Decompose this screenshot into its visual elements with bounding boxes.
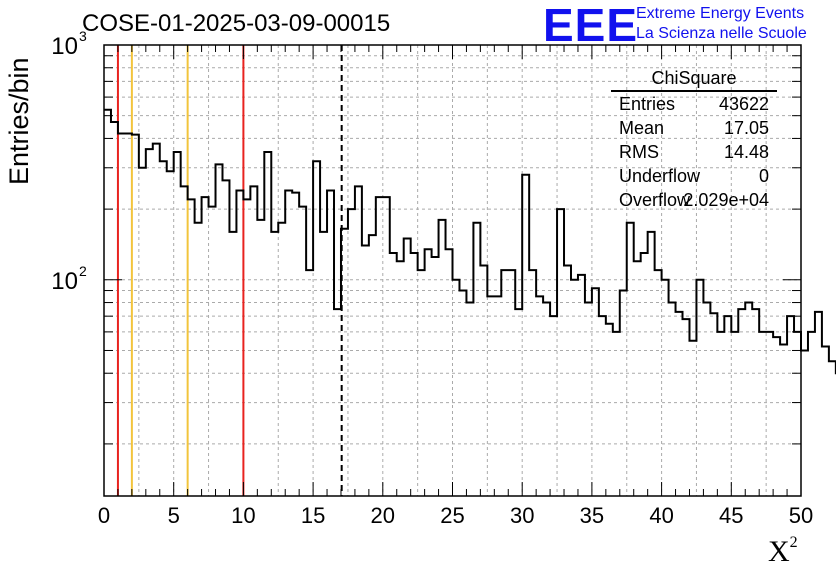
y-tick-label: 10 [51, 33, 78, 60]
x-tick-label: 35 [580, 503, 604, 528]
x-tick-label: 40 [649, 503, 673, 528]
stats-box: ChiSquare Entries 43622 Mean 17.05 RMS 14.4… [611, 66, 777, 212]
y-axis-label: Entries/bin [4, 57, 34, 185]
stats-value: 43622 [718, 94, 769, 114]
y-tick-label: 10 [51, 268, 78, 295]
stats-value: 0 [758, 166, 769, 186]
y-tick-label-exponent: 3 [79, 28, 87, 44]
x-tick-label: 10 [231, 503, 255, 528]
x-axis-label-text: X [768, 535, 790, 568]
eee-logo: EEE [543, 0, 639, 51]
stats-value: 2.029e+04 [683, 190, 769, 210]
x-tick-label: 45 [719, 503, 743, 528]
logo-line-2: La Scienza nelle Scuole [636, 25, 807, 42]
x-axis-label: X2 [768, 534, 798, 569]
stats-label: Mean [619, 118, 665, 138]
x-tick-label: 5 [168, 503, 180, 528]
stats-row-overflow: Overflow 2.029e+04 [611, 188, 777, 212]
stats-label: RMS [619, 142, 659, 162]
stats-label: Overflow [619, 190, 691, 210]
stats-value: 17.05 [723, 118, 769, 138]
stats-row-underflow: Underflow 0 [611, 164, 777, 188]
stats-row-mean: Mean 17.05 [611, 116, 777, 140]
x-tick-label: 25 [440, 503, 464, 528]
stats-title: ChiSquare [611, 66, 777, 92]
logo-line-1: Extreme Energy Events [636, 5, 805, 22]
chart-title: COSE-01-2025-03-09-00015 [82, 10, 391, 37]
x-tick-label: 50 [789, 503, 813, 528]
x-tick-label: 0 [98, 503, 110, 528]
x-tick-label: 20 [371, 503, 395, 528]
eee-logo-text: Extreme Energy Events La Scienza nelle S… [636, 4, 807, 44]
x-axis-label-sup: 2 [789, 534, 798, 551]
y-tick-label-exponent: 2 [79, 263, 87, 279]
stats-value: 14.48 [723, 142, 769, 162]
x-tick-label: 30 [510, 503, 534, 528]
stats-row-rms: RMS 14.48 [611, 140, 777, 164]
stats-row-entries: Entries 43622 [611, 92, 777, 116]
stats-label: Entries [619, 94, 676, 114]
stats-label: Underflow [619, 166, 701, 186]
x-tick-label: 15 [301, 503, 325, 528]
